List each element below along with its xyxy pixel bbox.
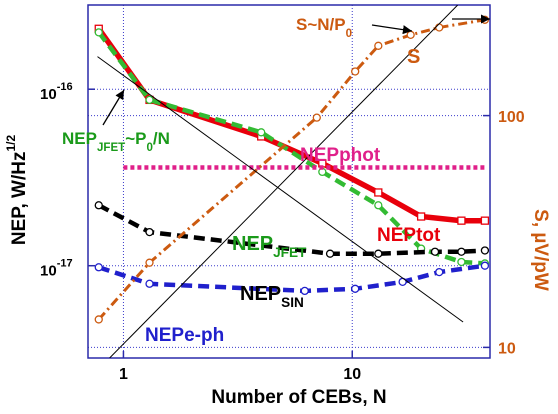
marker bbox=[145, 227, 154, 237]
annotation: NEPJFET~P0/N bbox=[62, 129, 170, 154]
y2-axis-label: S, µV/pW bbox=[530, 209, 551, 291]
marker bbox=[435, 23, 444, 32]
marker bbox=[94, 315, 103, 324]
marker bbox=[145, 258, 154, 267]
y-tick-label: 10-17 bbox=[40, 258, 73, 280]
marker bbox=[351, 284, 360, 293]
annotation-sub: 0 bbox=[346, 28, 352, 40]
annotation: NEPphot bbox=[300, 145, 381, 166]
marker bbox=[374, 188, 383, 197]
marker bbox=[480, 216, 490, 225]
marker bbox=[94, 28, 103, 37]
marker bbox=[351, 67, 360, 76]
marker bbox=[145, 279, 154, 288]
series-line bbox=[96, 27, 485, 224]
annotation-text: NEPtot bbox=[377, 225, 441, 246]
y-axis-label: NEP, W/Hz1/2 bbox=[4, 135, 30, 246]
x-tick-label: 1 bbox=[119, 366, 128, 383]
marker bbox=[94, 201, 103, 210]
annotation-text: NEPe-ph bbox=[145, 325, 224, 346]
annotation-text: NEP bbox=[232, 233, 273, 255]
marker bbox=[374, 41, 383, 50]
marker bbox=[457, 257, 466, 267]
annotation-text: S~N/P bbox=[296, 15, 346, 34]
y-axis-label-text: NEP, W/Hz bbox=[9, 152, 30, 246]
annotation: NEPe-ph bbox=[145, 325, 224, 346]
x-axis-label: Number of CEBs, N bbox=[211, 387, 386, 408]
marker bbox=[94, 263, 103, 272]
annotation-text: NEPphot bbox=[300, 145, 381, 166]
annotation: NEPtot bbox=[377, 225, 441, 246]
marker bbox=[300, 286, 309, 296]
marker bbox=[457, 247, 466, 256]
marker bbox=[480, 15, 490, 24]
arrow bbox=[102, 89, 125, 126]
annotation-text: /N bbox=[153, 129, 170, 148]
marker bbox=[416, 212, 426, 221]
annotation-text: S bbox=[407, 46, 420, 68]
plot-frame bbox=[87, 4, 491, 359]
marker bbox=[457, 216, 466, 225]
marker bbox=[480, 246, 490, 255]
arrow bbox=[371, 24, 413, 35]
y-axis-label-sup: 1/2 bbox=[4, 135, 18, 152]
annotation: NEPSIN bbox=[240, 283, 304, 309]
annotation-sub: JFET bbox=[273, 245, 307, 260]
series-line bbox=[97, 56, 464, 323]
annotation: NEPJFET bbox=[232, 233, 307, 259]
marker bbox=[325, 249, 335, 258]
marker bbox=[430, 247, 440, 256]
y2-tick-label: 100 bbox=[498, 109, 525, 126]
series-line bbox=[97, 30, 486, 266]
marker bbox=[374, 249, 383, 258]
annotation: S bbox=[407, 46, 420, 68]
marker bbox=[406, 30, 415, 40]
marker bbox=[257, 128, 266, 137]
y-tick-label: 10-16 bbox=[40, 81, 73, 103]
marker bbox=[145, 95, 154, 105]
annotation-sub: JFET bbox=[97, 142, 125, 154]
marker bbox=[374, 201, 383, 210]
y2-tick-label: 10 bbox=[498, 341, 516, 358]
y-tick-exponent: -16 bbox=[57, 81, 73, 93]
series-line bbox=[98, 263, 486, 294]
marker bbox=[435, 267, 444, 277]
annotation-text: NEP bbox=[62, 129, 97, 148]
y-tick-base: 10 bbox=[40, 263, 57, 280]
annotation-sub: 0 bbox=[146, 142, 152, 154]
annotation-sub: SIN bbox=[281, 295, 304, 310]
series-line bbox=[109, 5, 459, 358]
annotation-text: ~P bbox=[125, 129, 146, 148]
annotation: S~N/P0 bbox=[296, 15, 352, 40]
y-tick-exponent: -17 bbox=[57, 258, 73, 270]
marker bbox=[312, 113, 321, 122]
x-tick-label: 10 bbox=[343, 366, 361, 383]
marker bbox=[480, 261, 490, 270]
y-tick-base: 10 bbox=[40, 86, 57, 103]
annotation-text: NEP bbox=[240, 283, 281, 305]
